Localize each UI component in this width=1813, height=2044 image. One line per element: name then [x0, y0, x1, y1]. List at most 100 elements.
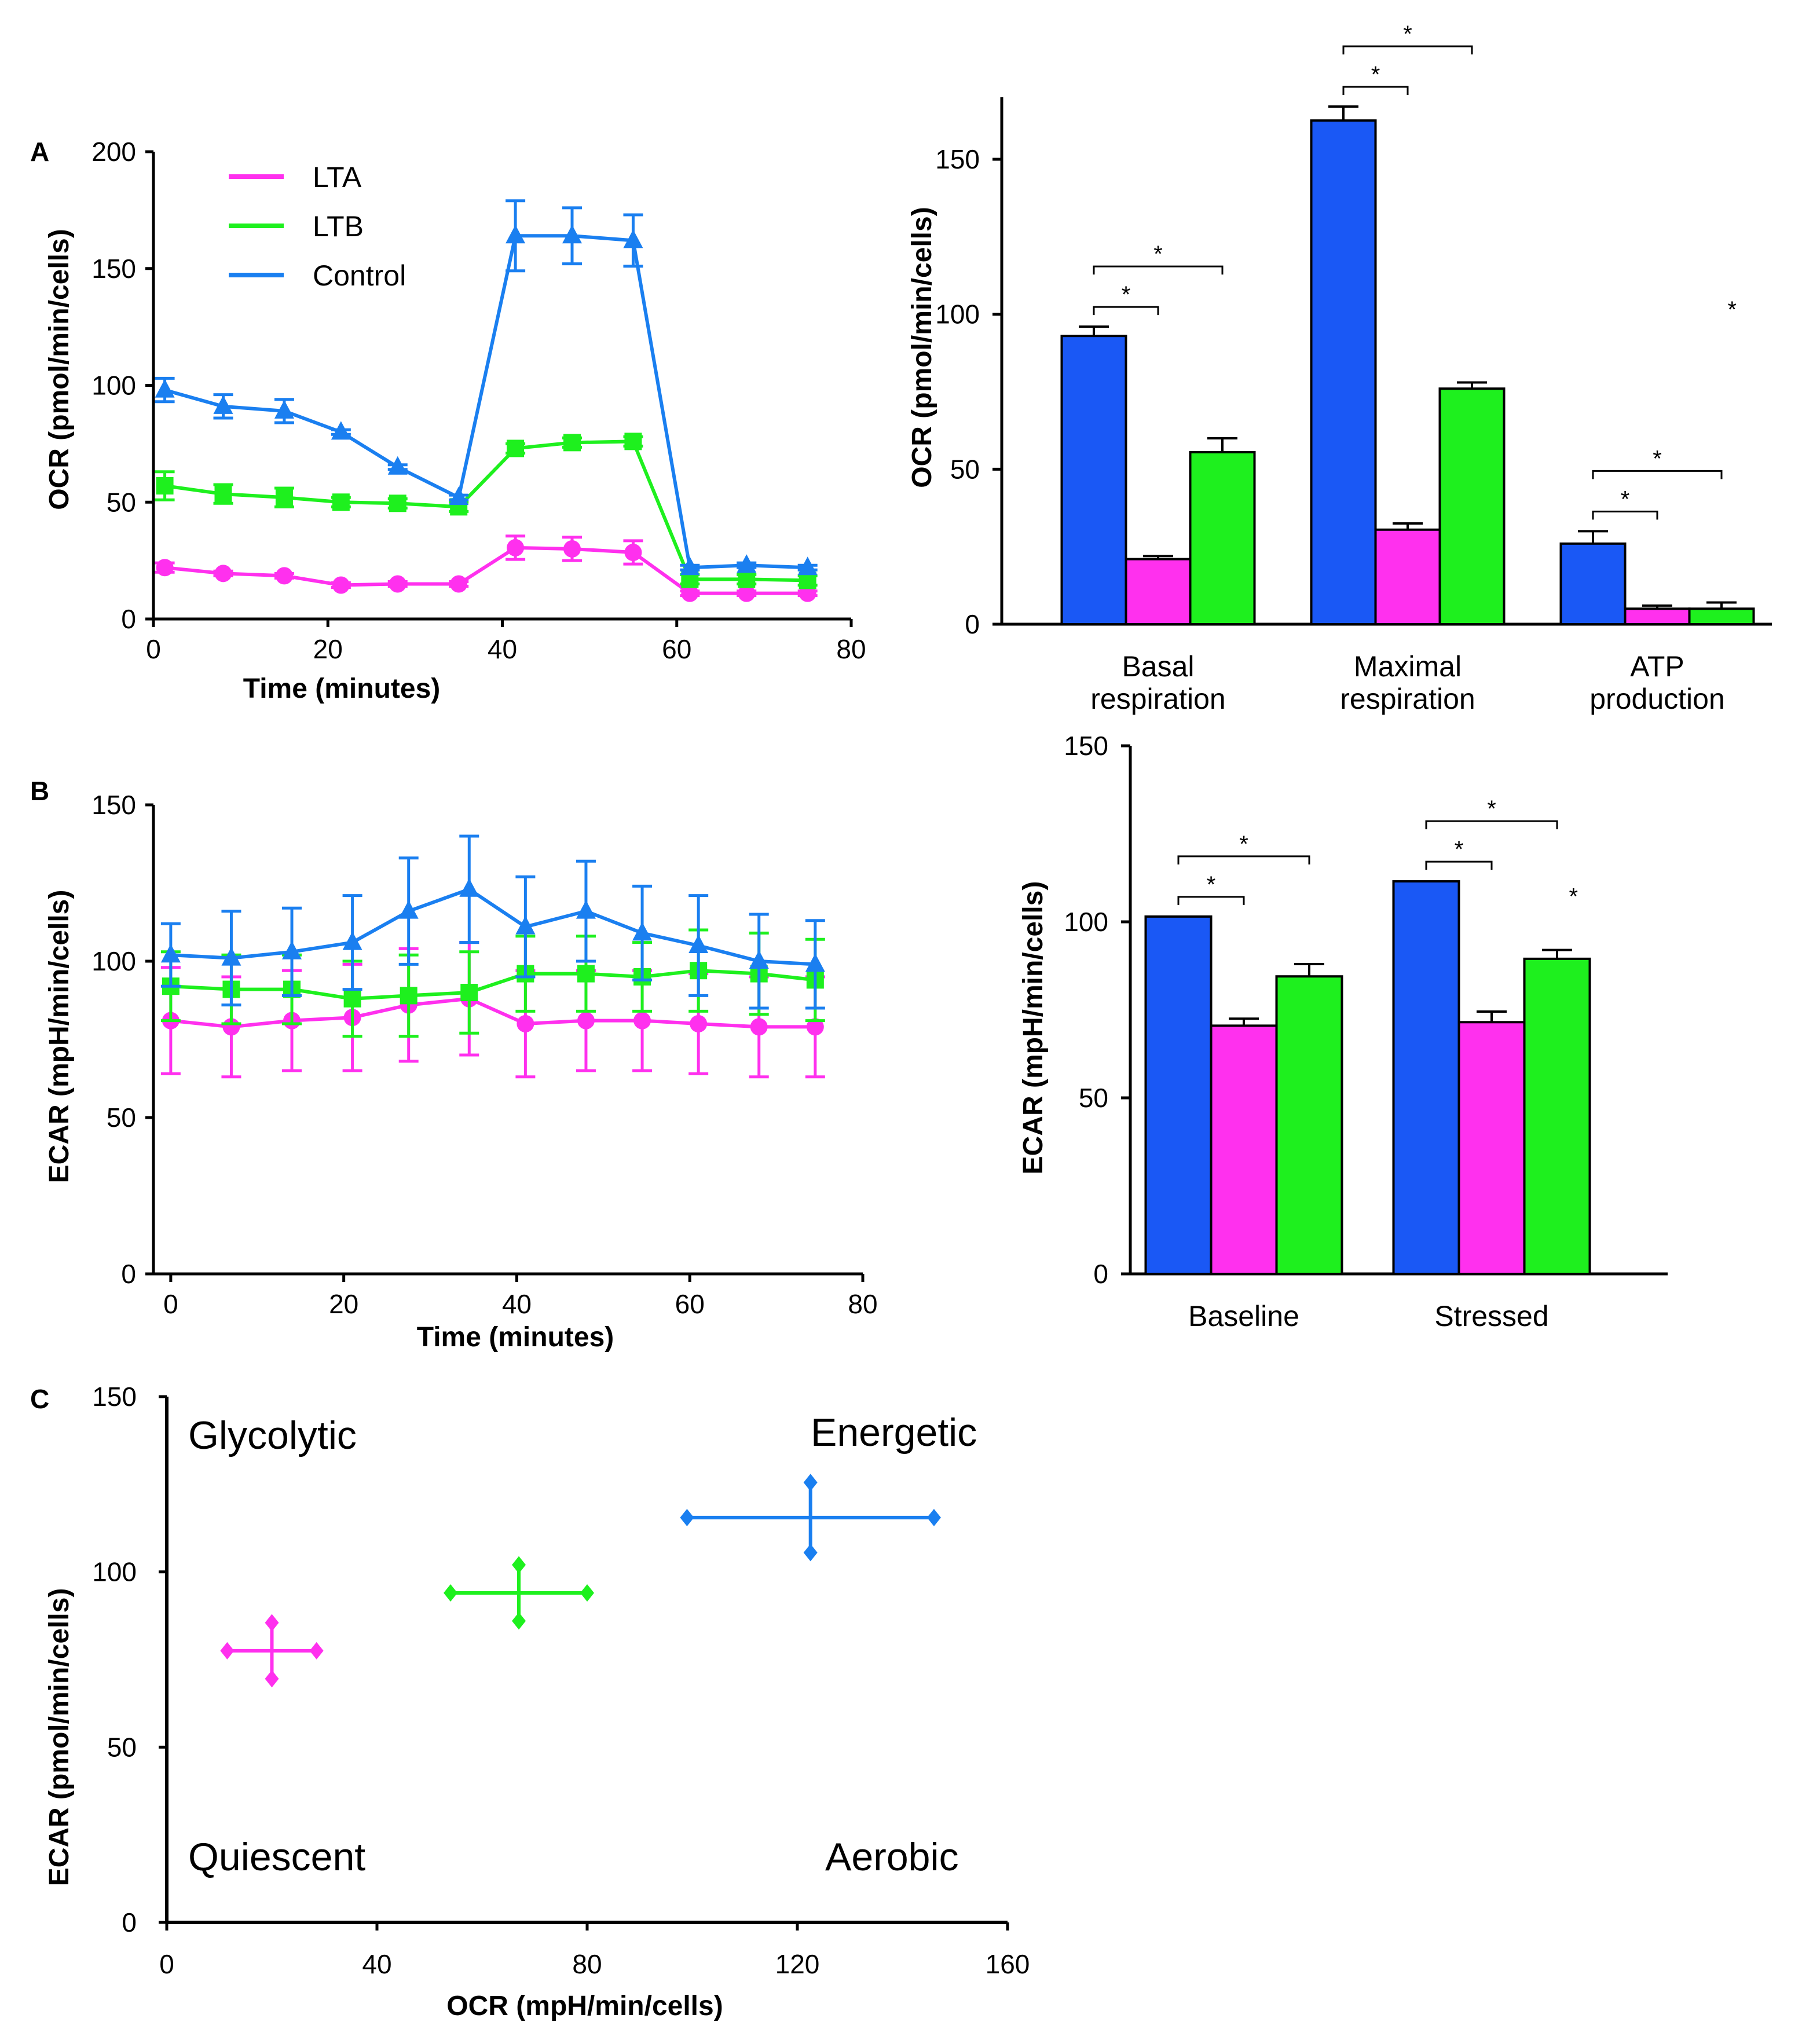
legend-label-lta: LTA	[313, 161, 362, 193]
data-point	[156, 559, 174, 577]
data-point	[517, 1015, 534, 1032]
point-lta	[220, 1614, 324, 1688]
legend-label-control: Control	[313, 259, 406, 292]
y-tick-label: 150	[935, 144, 980, 174]
x-tick-label: 40	[488, 634, 517, 664]
data-point	[750, 1018, 768, 1036]
y-axis-label: ECAR (mpH/min/cells)	[1018, 881, 1049, 1175]
point-ltb	[444, 1556, 594, 1630]
plot-area: 0 50 100 150 200 0 20 40 60 80	[91, 137, 866, 664]
y-tick-label: 50	[107, 1102, 136, 1133]
plot-area: 0 50 100 150 Baseline Stressed * * * * *	[1064, 731, 1668, 1332]
bar	[1144, 915, 1213, 1275]
y-tick-label: 150	[91, 254, 136, 284]
error-cap-diamond	[926, 1508, 941, 1526]
chart-energy-map: 0 50 100 150 0 40 80 120 160 Glycolytic Energeti…	[44, 1382, 1030, 2021]
y-tick-label: 0	[121, 1259, 136, 1289]
bar	[1060, 335, 1127, 625]
y-tick-label: 50	[950, 454, 980, 484]
x-tick-label: 40	[502, 1289, 532, 1319]
y-tick-label: 100	[91, 946, 136, 976]
bar	[1275, 975, 1343, 1275]
significance-star: *	[1621, 486, 1630, 512]
x-tick-label: 60	[662, 634, 691, 664]
y-tick-label: 0	[965, 609, 980, 639]
category-label: Baseline	[1188, 1300, 1299, 1332]
bar	[1210, 1024, 1278, 1275]
y-tick-label: 0	[121, 604, 136, 634]
plot-area: 0 50 100 150 0 20 40 60 80	[91, 790, 877, 1319]
data-point	[459, 878, 479, 897]
significance-bracket	[1592, 470, 1723, 479]
bar	[1438, 387, 1506, 625]
data-point	[282, 940, 302, 959]
bar	[1189, 450, 1256, 625]
data-point	[737, 554, 757, 573]
category-label: Basal	[1122, 650, 1194, 683]
series-line	[170, 887, 816, 966]
data-point	[624, 433, 642, 450]
data-point	[515, 915, 536, 935]
legend: LTA LTB Control	[229, 161, 406, 292]
bar	[1559, 542, 1627, 626]
panel-label-b: B	[30, 776, 49, 806]
y-tick-label: 50	[107, 1732, 137, 1762]
error-cap-diamond	[309, 1642, 324, 1660]
significance-star: *	[1239, 831, 1248, 857]
error-cap-diamond	[680, 1508, 694, 1526]
data-point	[738, 584, 756, 602]
y-tick-label: 150	[1064, 731, 1108, 761]
data-point	[342, 931, 362, 950]
data-point	[680, 556, 700, 576]
data-point	[460, 984, 478, 1001]
plot-area: 050100150BasalrespirationMaximalrespirat…	[935, 21, 1772, 715]
chart-ocr-timecourse: 0 50 100 150 200 0 20 40 60 80 Time (minutes) OCR…	[44, 137, 866, 704]
error-cap-diamond	[580, 1584, 594, 1602]
bar	[1125, 558, 1192, 626]
significance-star: *	[1207, 872, 1216, 898]
x-tick-label: 40	[362, 1949, 391, 1979]
annotation-star: *	[1728, 297, 1737, 323]
series-ltb	[1189, 381, 1755, 626]
significance-bracket	[1342, 86, 1409, 96]
data-point	[156, 477, 174, 495]
data-point	[563, 540, 581, 558]
bar	[1392, 880, 1460, 1275]
data-point	[332, 493, 350, 511]
data-point	[563, 434, 581, 452]
data-point	[214, 565, 232, 583]
data-point	[387, 456, 408, 475]
significance-star: *	[1122, 282, 1131, 307]
data-point	[332, 576, 350, 594]
data-point	[797, 556, 818, 576]
data-point	[688, 935, 709, 953]
category-label: respiration	[1090, 683, 1225, 715]
data-point	[221, 947, 241, 966]
bar	[1688, 607, 1755, 626]
data-point	[624, 544, 642, 562]
series-ltb	[155, 433, 818, 589]
series-line	[170, 997, 815, 1029]
y-tick-label: 100	[92, 1557, 137, 1587]
data-point	[633, 1012, 651, 1030]
data-point	[577, 965, 595, 983]
data-point	[449, 486, 469, 505]
y-tick-label: 50	[1079, 1083, 1108, 1113]
bar	[1457, 1021, 1526, 1276]
significance-star: *	[1153, 241, 1163, 267]
data-point	[398, 900, 419, 919]
panel-label-c: C	[30, 1384, 49, 1414]
quadrant-label-quiescent: Quiescent	[188, 1835, 365, 1879]
x-tick-label: 120	[775, 1949, 820, 1979]
data-point	[632, 922, 653, 941]
category-label: Stressed	[1434, 1300, 1548, 1332]
y-tick-label: 100	[91, 371, 136, 401]
significance-star: *	[1653, 446, 1662, 471]
bar	[1624, 607, 1691, 626]
x-tick-label: 20	[313, 634, 343, 664]
series-control	[1144, 880, 1460, 1275]
data-point	[738, 570, 756, 588]
y-axis-label: ECAR (mpH/min/cells)	[44, 890, 75, 1184]
data-point	[805, 953, 825, 972]
